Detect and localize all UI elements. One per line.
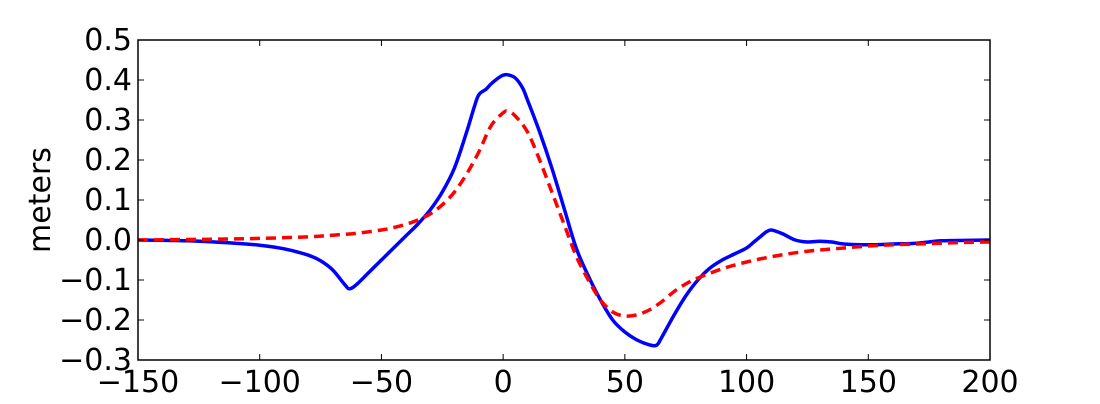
y-axis-label: meters — [23, 147, 58, 253]
x-tick-label: 200 — [961, 365, 1018, 400]
y-tick-label: 0.2 — [84, 143, 132, 178]
y-tick-label: 0.0 — [84, 223, 132, 258]
y-tick-label: 0.3 — [84, 103, 132, 138]
x-tick-label: 100 — [718, 365, 775, 400]
series-line-2 — [138, 109, 990, 318]
x-tick-label: 50 — [606, 365, 644, 400]
x-tick-label: −100 — [219, 365, 301, 400]
x-tick-label: −150 — [97, 365, 179, 400]
y-tick-label: 0.5 — [84, 23, 132, 58]
y-tick-label: −0.2 — [59, 303, 132, 338]
y-tick-label: −0.1 — [59, 263, 132, 298]
y-tick-label: −0.3 — [59, 343, 132, 378]
x-tick-label: 150 — [840, 365, 897, 400]
plot-area — [138, 72, 990, 348]
y-tick-label: 0.1 — [84, 183, 132, 218]
plot-frame — [137, 39, 991, 361]
series-line-1 — [138, 72, 990, 348]
x-tick-label: −50 — [350, 365, 413, 400]
x-tick-label: 0 — [494, 365, 513, 400]
y-tick-label: 0.4 — [84, 63, 132, 98]
axis-ticks: −150 −100 −50 0 50 100 150 200 −0.3 −0.2 −0.1 0.0 0.… — [59, 23, 1018, 400]
